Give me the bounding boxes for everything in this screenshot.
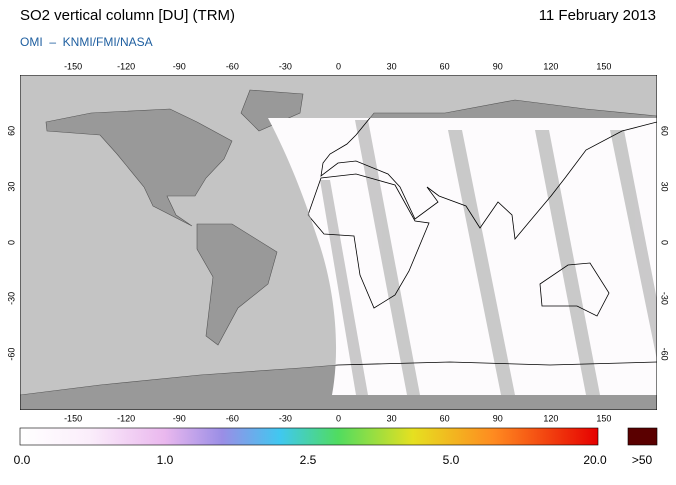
lon-label-bottom: 30: [387, 413, 397, 423]
lat-label-left: -60: [6, 348, 16, 361]
lat-label-left: 30: [6, 182, 16, 192]
lon-label-top: 120: [543, 61, 558, 71]
lon-label-bottom: 150: [596, 413, 611, 423]
colorbar-overflow-label: >50: [632, 453, 653, 467]
lat-label-right: -30: [660, 292, 670, 305]
lon-label-bottom: 90: [493, 413, 503, 423]
lat-label-left: 0: [6, 240, 16, 245]
colorbar-label: 1.0: [157, 453, 174, 467]
lat-label-right: 30: [660, 182, 670, 192]
colorbar-label: 2.5: [300, 453, 317, 467]
colorbar: [19, 427, 599, 446]
lon-label-top: 60: [440, 61, 450, 71]
lon-label-top: 0: [336, 61, 341, 71]
coastlines: [299, 118, 657, 369]
lon-label-bottom: -60: [226, 413, 239, 423]
lon-label-top: 150: [596, 61, 611, 71]
lon-label-bottom: 60: [440, 413, 450, 423]
lon-label-bottom: -120: [117, 413, 135, 423]
date: 11 February 2013: [539, 7, 656, 24]
lon-label-top: -90: [173, 61, 186, 71]
lon-label-top: -150: [64, 61, 82, 71]
lon-label-bottom: 120: [543, 413, 558, 423]
colorbar-label: 0.0: [14, 453, 31, 467]
lat-label-right: 0: [660, 240, 670, 245]
lon-label-top: -30: [279, 61, 292, 71]
lon-label-top: -120: [117, 61, 135, 71]
lat-label-right: -60: [660, 348, 670, 361]
lon-label-bottom: -150: [64, 413, 82, 423]
title: SO2 vertical column [DU] (TRM): [20, 7, 235, 24]
lon-label-bottom: 0: [336, 413, 341, 423]
orbit-gaps: [320, 120, 657, 395]
map: [20, 75, 657, 410]
source: OMI – KNMI/FMI/NASA: [20, 35, 153, 49]
colorbar-label: 5.0: [443, 453, 460, 467]
lat-label-left: 60: [6, 126, 16, 136]
lon-label-top: -60: [226, 61, 239, 71]
lon-label-top: 30: [387, 61, 397, 71]
lon-label-bottom: -90: [173, 413, 186, 423]
lon-label-bottom: -30: [279, 413, 292, 423]
lat-label-left: -30: [6, 292, 16, 305]
colorbar-label: 20.0: [583, 453, 607, 467]
lon-label-top: 90: [493, 61, 503, 71]
colorbar-overflow: [627, 427, 658, 446]
lat-label-right: 60: [660, 126, 670, 136]
